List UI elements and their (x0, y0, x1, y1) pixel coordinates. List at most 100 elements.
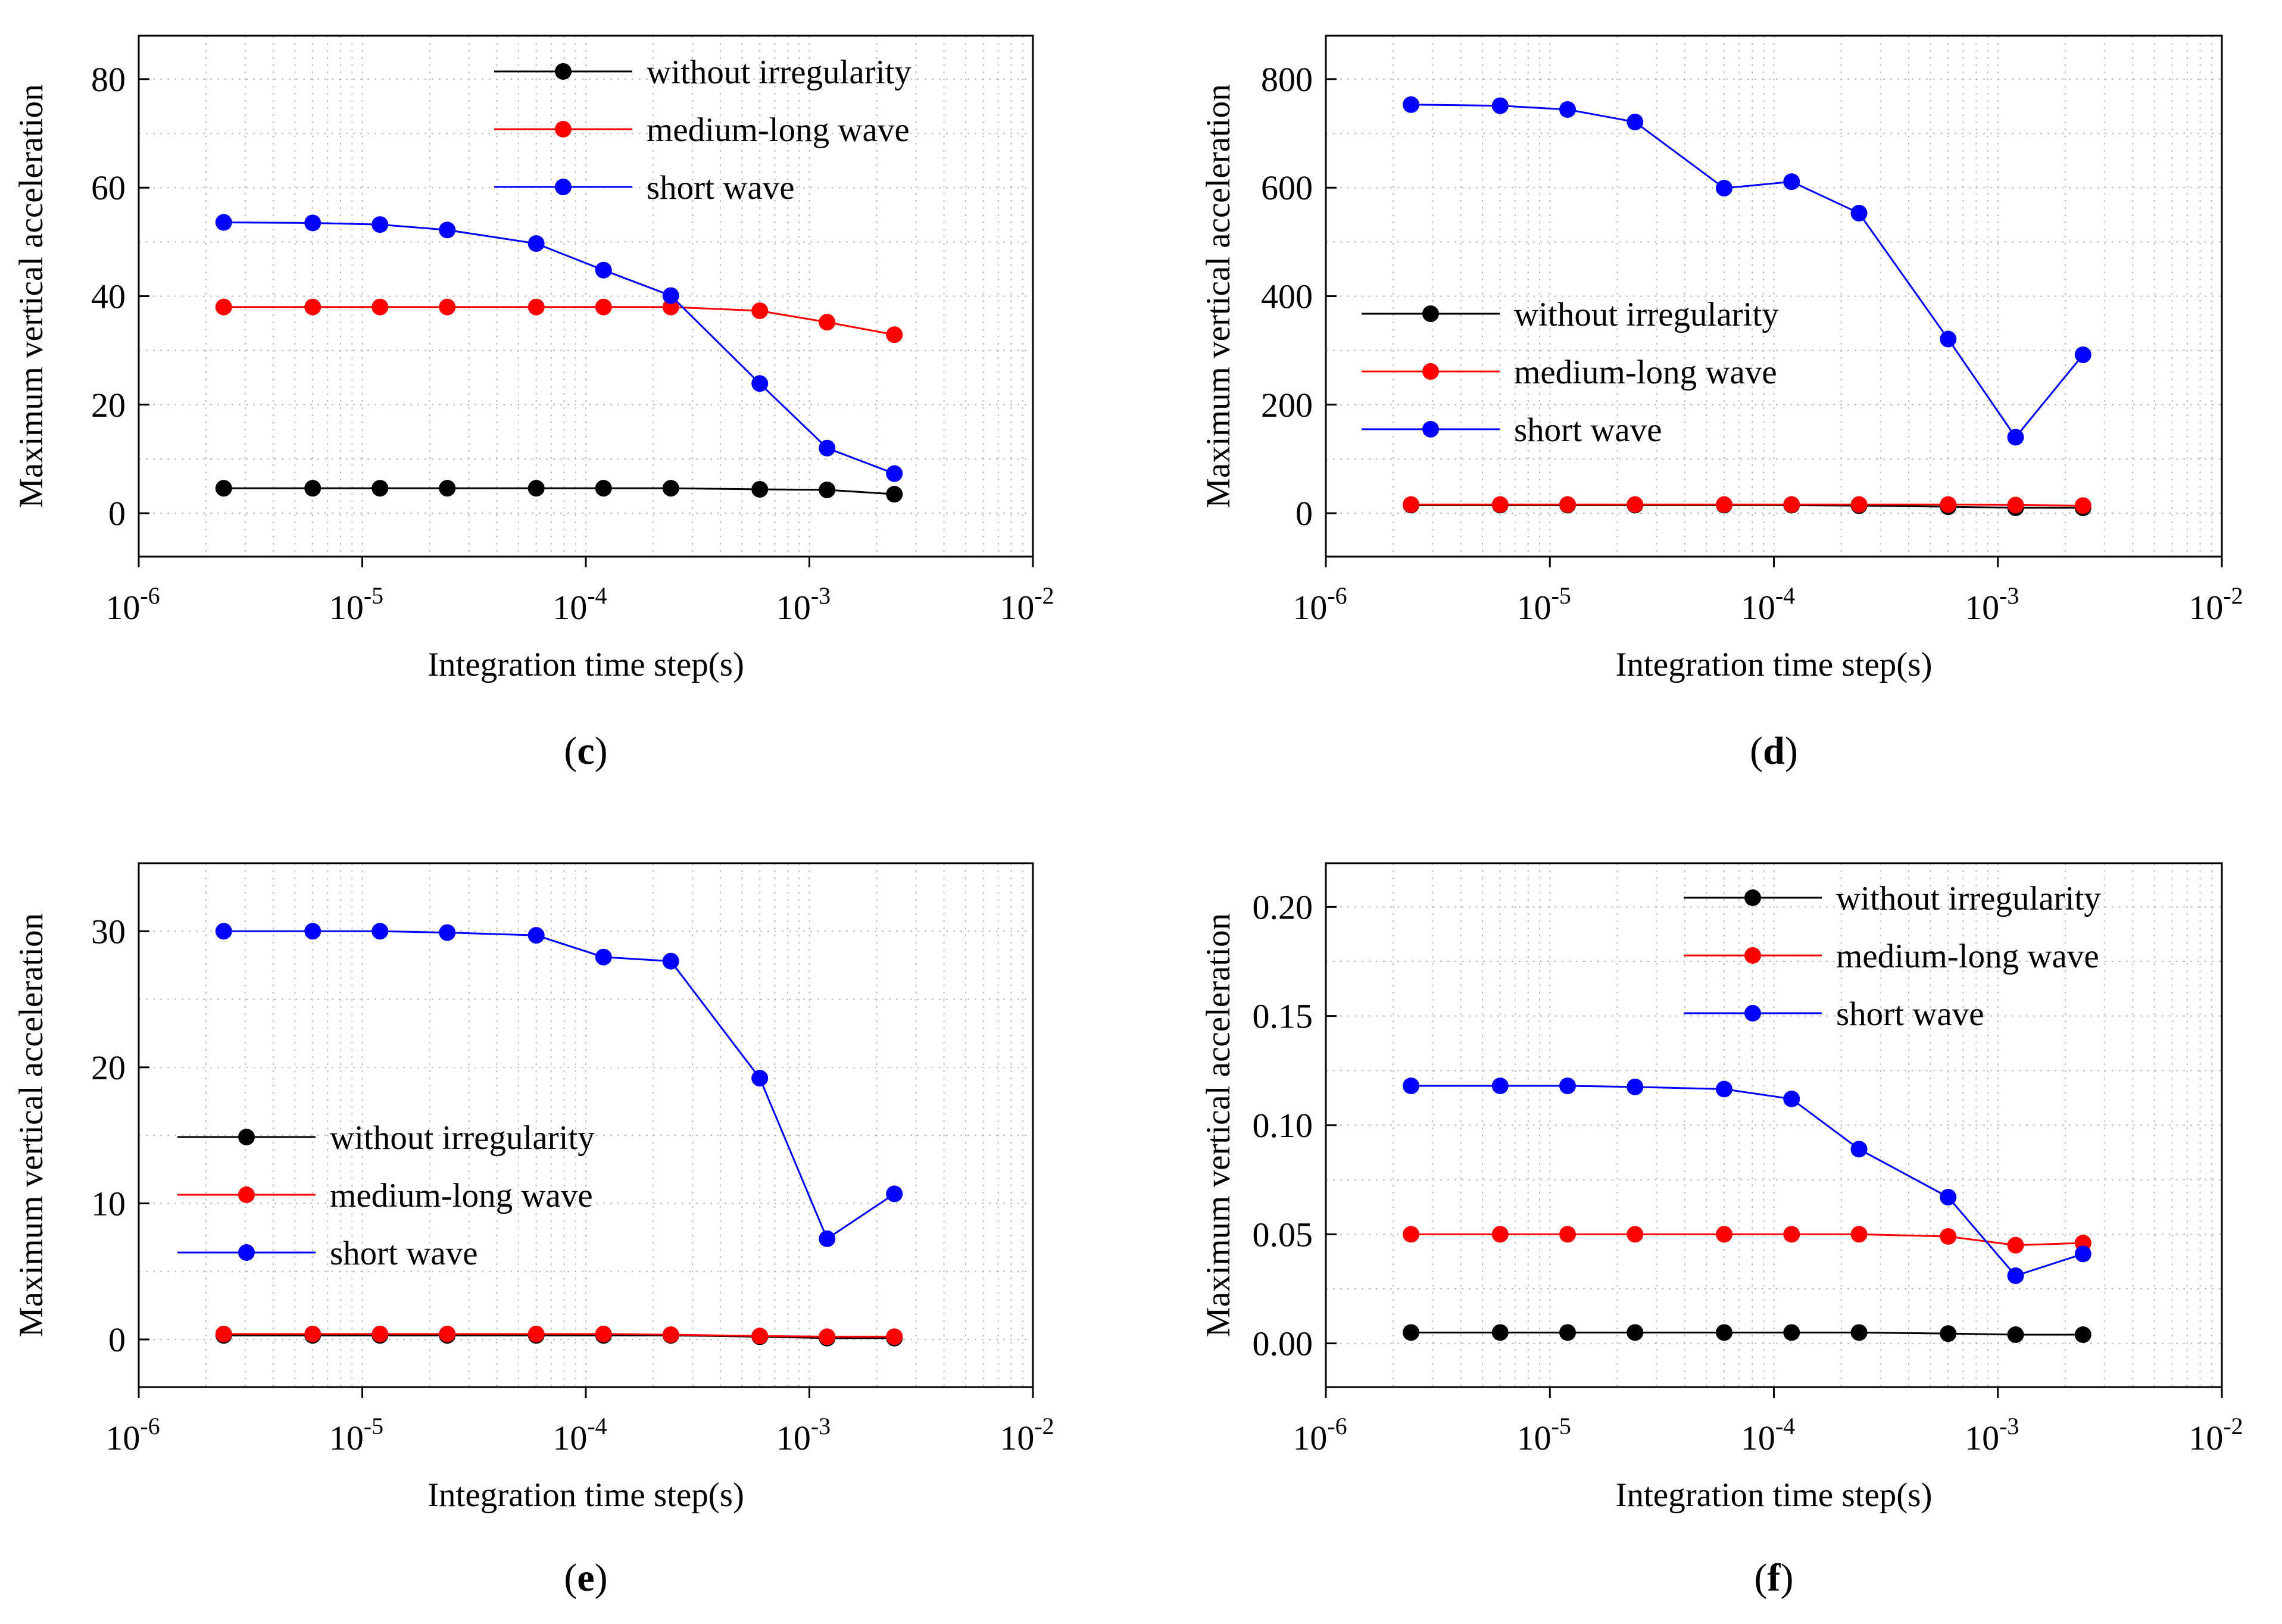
data-point (372, 480, 389, 497)
x-tick-label: 10-6 (1293, 1413, 1347, 1457)
legend-swatch-marker (555, 179, 572, 195)
panel-label: (f) (1755, 1556, 1794, 1600)
x-tick-label: 10-5 (1517, 1413, 1571, 1457)
data-point (662, 298, 679, 316)
data-point (2007, 1236, 2024, 1254)
data-point (1716, 1226, 1733, 1243)
data-point (886, 326, 903, 343)
series-short-wave (1403, 1078, 2091, 1284)
data-point (1850, 496, 1868, 513)
x-tick-label: 10-4 (552, 1413, 607, 1457)
data-point (215, 214, 232, 231)
data-point (439, 924, 456, 941)
data-point (595, 948, 612, 966)
series-line (223, 1333, 895, 1338)
data-point (1940, 1189, 1957, 1205)
data-point (595, 298, 612, 316)
data-point (527, 927, 545, 944)
data-point (751, 480, 769, 498)
legend-swatch-marker (1744, 889, 1761, 906)
x-tick-label: 10-4 (1741, 582, 1795, 627)
panel-label: (c) (564, 729, 607, 773)
legend-swatch-marker (555, 63, 572, 80)
data-point (886, 465, 903, 482)
legend-swatch-marker (1422, 421, 1439, 438)
data-point (662, 1326, 679, 1343)
y-tick-label: 800 (1261, 60, 1313, 99)
data-point (886, 1185, 903, 1203)
y-tick-label: 0.15 (1253, 997, 1313, 1036)
series-line (1411, 1331, 2083, 1336)
data-point (1403, 96, 1420, 113)
legend-swatch-marker (1744, 1005, 1761, 1022)
y-tick-label: 20 (91, 1048, 126, 1087)
data-point (819, 481, 836, 498)
legend-label: short wave (330, 1235, 478, 1272)
x-tick-label: 10-3 (1965, 582, 2019, 627)
legend-label: short wave (647, 169, 795, 207)
data-point (304, 923, 321, 940)
data-point (662, 287, 679, 304)
data-point (215, 923, 232, 940)
data-point (1783, 173, 1800, 190)
y-tick-label: 0 (108, 494, 126, 533)
data-point (2007, 1326, 2024, 1343)
x-axis-label: Integration time step(s) (427, 646, 744, 683)
data-point (819, 314, 836, 331)
data-point (527, 235, 545, 252)
data-point (1716, 496, 1733, 513)
data-point (1403, 1226, 1420, 1243)
data-point (595, 1325, 612, 1342)
data-point (2007, 496, 2024, 514)
y-tick-label: 10 (91, 1184, 126, 1223)
y-tick-label: 20 (91, 386, 126, 424)
data-point (304, 1325, 321, 1342)
data-point (527, 298, 545, 316)
data-point (819, 439, 836, 457)
legend-label: medium-long wave (647, 111, 910, 149)
data-point (1850, 205, 1868, 222)
data-point (1627, 113, 1644, 130)
data-point (886, 1328, 903, 1345)
data-point (2074, 346, 2091, 363)
data-point (439, 221, 456, 239)
data-point (751, 302, 769, 320)
panel-label: (d) (1750, 729, 1798, 773)
data-point (439, 1325, 456, 1342)
legend: without irregularity medium-long wave shor… (1684, 880, 2101, 1033)
data-point (1783, 1324, 1800, 1341)
data-point (372, 1325, 389, 1342)
series-line (223, 1334, 895, 1339)
x-tick-label: 10-2 (2189, 1413, 2243, 1457)
data-point (1940, 496, 1957, 513)
data-point (1627, 1324, 1644, 1341)
series-line (223, 306, 895, 336)
y-tick-label: 0 (1295, 494, 1313, 533)
series-short-wave (1403, 96, 2091, 446)
data-point (751, 1328, 769, 1345)
x-tick-label: 10-6 (105, 582, 160, 627)
y-tick-label: 60 (91, 168, 126, 207)
data-point (1716, 180, 1733, 197)
legend: without irregularity medium-long wave shor… (494, 54, 911, 207)
data-point (1491, 1078, 1509, 1094)
data-point (1627, 496, 1644, 513)
legend-label: medium-long wave (1514, 354, 1777, 391)
legend-label: medium-long wave (1836, 938, 2099, 975)
data-point (527, 1325, 545, 1342)
data-point (1716, 1324, 1733, 1341)
data-point (595, 480, 612, 497)
x-axis-label: Integration time step(s) (1616, 646, 1933, 683)
series-line (1411, 1233, 2083, 1247)
legend-swatch-marker (1744, 947, 1761, 964)
legend: without irregularity medium-long wave shor… (177, 1119, 595, 1272)
data-point (372, 923, 389, 940)
data-point (1850, 1141, 1868, 1158)
legend-label: medium-long wave (330, 1177, 593, 1214)
legend-swatch-marker (555, 121, 572, 138)
data-point (1491, 1324, 1509, 1341)
data-point (2007, 1267, 2024, 1284)
y-axis-label: Maximum vertical acceleration (13, 84, 50, 508)
data-point (819, 1230, 836, 1247)
